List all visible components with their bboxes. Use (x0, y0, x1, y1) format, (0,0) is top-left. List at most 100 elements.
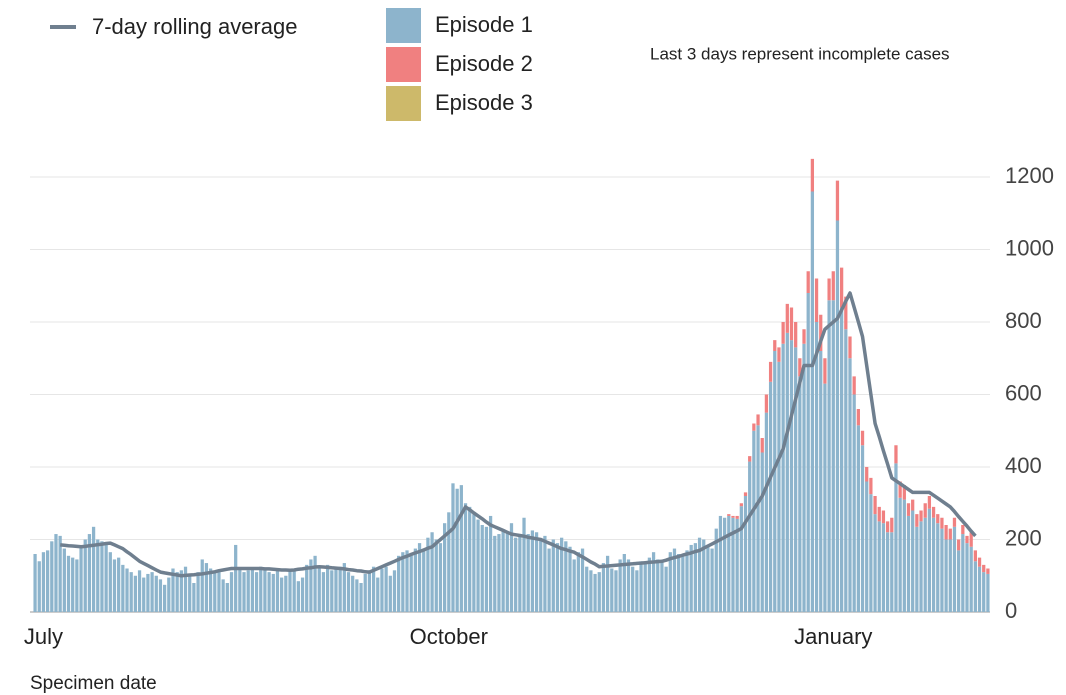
bar (493, 535, 497, 612)
bar (530, 530, 535, 612)
x-tick-label: January (794, 624, 872, 649)
bar (982, 564, 986, 573)
bar (275, 570, 280, 612)
bar (505, 532, 509, 612)
bar (768, 361, 773, 382)
bar (906, 515, 911, 612)
bar (259, 566, 263, 612)
bar (66, 555, 71, 612)
bar (969, 532, 973, 547)
bar (748, 456, 752, 462)
x-tick-label: October (410, 624, 488, 649)
bar (221, 579, 225, 612)
bar (806, 271, 810, 293)
bar (631, 566, 635, 612)
bar (969, 546, 973, 612)
bar (488, 515, 493, 612)
bar (388, 575, 392, 612)
bar (931, 517, 936, 612)
bar (718, 515, 723, 612)
bar (376, 577, 380, 612)
bar (363, 573, 367, 612)
bar (739, 503, 743, 507)
bar (171, 568, 175, 612)
bar (885, 532, 890, 612)
bar (238, 568, 242, 612)
bar (727, 515, 731, 612)
bar (814, 322, 819, 612)
bar (83, 539, 87, 612)
note: Last 3 days represent incomplete cases (650, 44, 950, 63)
bar (668, 552, 672, 612)
bar (798, 358, 802, 377)
bar (50, 541, 54, 612)
bar (957, 539, 961, 551)
bar (346, 572, 351, 612)
bar (722, 517, 727, 612)
bar (330, 570, 334, 612)
bar (509, 523, 514, 612)
bar (840, 307, 844, 612)
bar (154, 575, 158, 612)
bar (948, 528, 952, 540)
bar (831, 300, 835, 612)
bar (121, 564, 125, 612)
bar (79, 546, 83, 612)
bar (731, 515, 735, 518)
bar (338, 566, 342, 612)
bar (697, 537, 702, 612)
bar (802, 329, 806, 344)
bar (965, 535, 969, 544)
bar (894, 445, 898, 464)
bar (915, 514, 919, 527)
bar (835, 220, 840, 612)
bar (773, 351, 777, 612)
bar (296, 581, 300, 612)
bar (518, 535, 522, 612)
bar (986, 568, 990, 574)
bar (898, 481, 902, 498)
bar (250, 568, 255, 612)
bar (254, 572, 259, 612)
bar (748, 461, 752, 612)
bar (986, 573, 990, 612)
bar (442, 523, 447, 612)
bar (702, 539, 706, 612)
bar (380, 568, 384, 612)
bar (781, 343, 785, 612)
bar (957, 550, 961, 612)
bar (41, 552, 46, 612)
bar (977, 566, 982, 612)
y-tick-label: 1000 (1005, 235, 1054, 260)
bar (764, 394, 769, 413)
bar (982, 572, 986, 612)
bar (927, 496, 932, 509)
bar (865, 467, 869, 482)
bar (409, 554, 413, 612)
bar (672, 548, 677, 612)
bar (894, 463, 898, 612)
bar (167, 577, 171, 612)
bar (618, 559, 622, 612)
bar (87, 534, 92, 612)
bar (685, 550, 689, 612)
bar (789, 307, 794, 341)
bar (848, 336, 852, 359)
y-tick-label: 600 (1005, 380, 1042, 405)
bar (158, 579, 163, 612)
bar (459, 485, 463, 612)
bar (806, 293, 810, 612)
bar (422, 548, 426, 612)
bar (225, 583, 229, 612)
bar (819, 314, 823, 351)
bar (810, 158, 815, 192)
bar (840, 267, 844, 308)
bar (952, 526, 957, 612)
bar (313, 555, 317, 612)
bar (447, 512, 451, 612)
bar (45, 550, 50, 612)
bar (714, 528, 718, 612)
bar (752, 430, 756, 612)
